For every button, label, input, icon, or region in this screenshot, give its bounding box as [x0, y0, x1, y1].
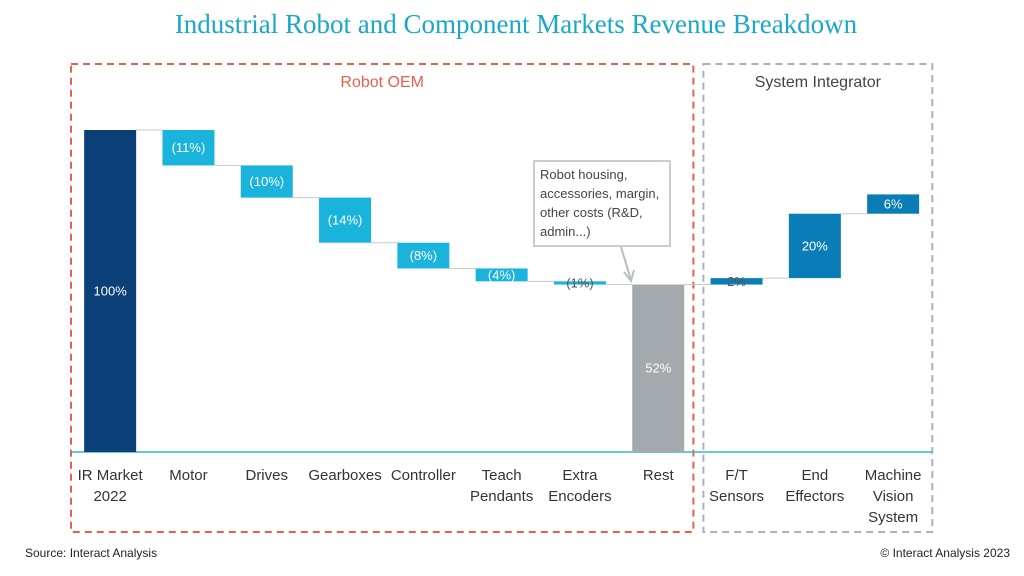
annotation: Robot housing, accessories, margin, othe…	[533, 160, 671, 247]
value-label: (8%)	[410, 248, 437, 263]
bar	[162, 130, 215, 166]
value-label: 100%	[94, 283, 128, 298]
x-tick-label: Gearboxes	[308, 467, 382, 484]
bar	[84, 130, 137, 452]
bar	[710, 278, 763, 285]
chart-title: Industrial Robot and Component Markets R…	[175, 9, 858, 39]
x-tick-label: Motor	[169, 467, 208, 484]
source: Source: Interact Analysis	[25, 546, 158, 560]
group-label: Robot OEM	[340, 74, 424, 91]
value-label: (14%)	[328, 213, 363, 228]
x-tick-label: Rest	[642, 467, 674, 484]
value-label: (10%)	[249, 174, 284, 189]
value-label: 6%	[884, 196, 903, 211]
x-tick-label: Extra Encoders	[548, 467, 612, 505]
value-label: 20%	[802, 238, 828, 253]
x-tick-label: Teach Pendants	[469, 467, 534, 505]
value-label: (11%)	[172, 140, 206, 155]
annotation-arrowhead	[623, 269, 635, 284]
x-tick-label: Drives	[245, 467, 288, 484]
bar	[788, 213, 841, 279]
annotation-arrow	[620, 246, 632, 281]
bar	[475, 268, 528, 282]
x-tick-label: F/T Sensors	[709, 467, 765, 505]
group-label: System Integrator	[755, 74, 882, 91]
bar	[240, 165, 293, 198]
value-label: (4%)	[488, 267, 515, 282]
bar	[553, 281, 606, 285]
value-label: 2%	[727, 274, 746, 289]
group-box	[702, 63, 934, 533]
x-tick-label: Controller	[390, 467, 456, 484]
bar	[397, 242, 450, 269]
x-tick-label: IR Market 2022	[77, 467, 143, 505]
copyright: © Interact Analysis 2023	[880, 546, 1010, 560]
bar	[319, 197, 372, 243]
value-label: 52%	[645, 361, 671, 376]
value-label: (1%)	[566, 275, 593, 290]
x-tick-label: End Effectors	[785, 467, 845, 505]
group-box	[70, 63, 695, 533]
bar	[867, 194, 920, 214]
bar	[632, 284, 685, 452]
x-tick-label: Machine Vision System	[864, 467, 922, 526]
